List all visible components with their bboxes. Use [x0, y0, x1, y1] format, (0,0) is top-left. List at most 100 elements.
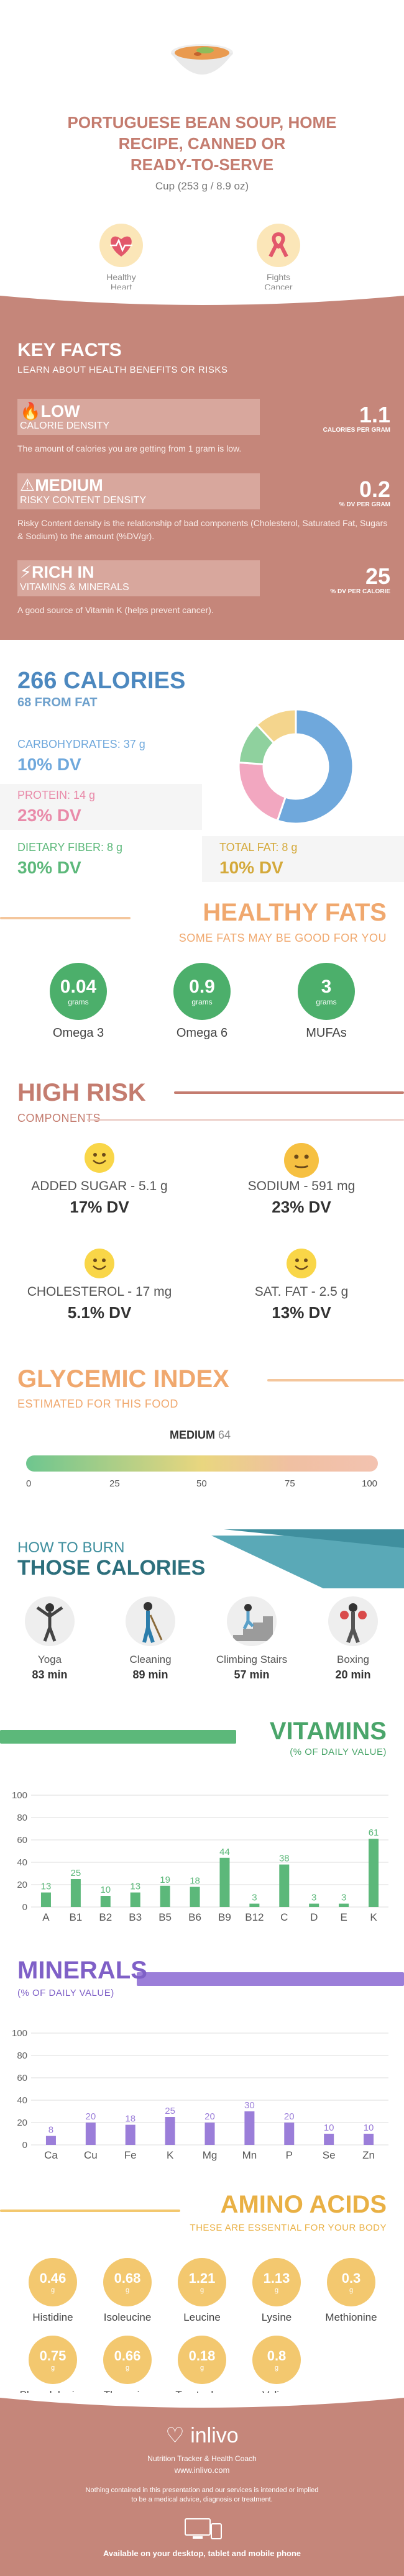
minerals-title: MINERALS [17, 1957, 147, 1984]
awareness-ribbon-icon [257, 224, 300, 267]
divider-line [0, 2210, 180, 2212]
vitamin-category-label: E [340, 1911, 347, 1923]
vitamin-category-label: B12 [245, 1911, 264, 1923]
amino-acid-item: 0.18gTryptophan [168, 2336, 236, 2401]
healthy-fat-name: MUFAs [306, 1026, 347, 1040]
header-section: PORTUGUESE BEAN SOUP, HOME RECIPE, CANNE… [0, 0, 404, 307]
healthy-fat-value: 3 [321, 976, 332, 997]
vitamin-category-label: B3 [129, 1911, 142, 1923]
vitamin-category-label: K [370, 1911, 377, 1923]
activity-name: Boxing [337, 1654, 369, 1665]
amino-name: Lysine [261, 2311, 292, 2323]
healthy-fats-title: HEALTHY FATS [203, 899, 387, 926]
key-fact-unit: CALORIES PER GRAM [323, 427, 390, 434]
calories-subtitle: 68 FROM FAT [17, 696, 98, 709]
amino-subtitle: THESE ARE ESSENTIAL FOR YOUR BODY [190, 2223, 387, 2233]
risk-label: CHOLESTEROL - 17 mg [27, 1285, 172, 1299]
amino-circle: 0.18 g [178, 2336, 226, 2384]
burn-header-shape [211, 1529, 404, 1588]
amino-unit: g [50, 2287, 55, 2294]
warning-icon: ⚠ [20, 476, 35, 494]
amino-circle: 0.3 g [327, 2258, 375, 2306]
mineral-category-label: Se [323, 2149, 336, 2161]
amino-acid-item: 0.46 g Histidine [19, 2258, 87, 2324]
macro-protein: PROTEIN: 14 g 23% DV [0, 784, 202, 830]
macro-dv: 30% DV [17, 858, 81, 877]
vitamin-bar [130, 1892, 140, 1907]
mineral-bar [364, 2134, 374, 2145]
mineral-bar [45, 2136, 56, 2145]
vitamin-bar [100, 1896, 111, 1907]
amino-value: 0.46 [39, 2270, 67, 2286]
glycemic-title: GLYCEMIC INDEX [17, 1365, 229, 1393]
vitamin-value-label: 10 [100, 1885, 111, 1895]
key-fact-label: VITAMINS & MINERALS [20, 582, 129, 593]
footer-disclaimer: to be a medical advice, diagnosis or tre… [131, 2496, 273, 2503]
amino-name: Isoleucine [103, 2311, 152, 2323]
healthy-fat-unit: grams [316, 998, 337, 1006]
donut-slice [276, 708, 354, 825]
amino-unit: g [274, 2287, 279, 2294]
healthy-fat-omega3: 0.04 grams Omega 3 [41, 963, 116, 1040]
title-line: READY-TO-SERVE [130, 155, 274, 174]
mineral-category-label: K [167, 2149, 174, 2161]
cleaning-icon [126, 1596, 175, 1646]
amino-name: Methionine [325, 2311, 377, 2323]
mineral-bar [165, 2117, 175, 2145]
macro-label: PROTEIN: 14 g [17, 789, 96, 801]
footer-url[interactable]: www.inlivo.com [174, 2465, 230, 2475]
mineral-value-label: 10 [364, 2123, 374, 2133]
glycemic-subtitle: ESTIMATED FOR THIS FOOD [17, 1398, 178, 1410]
vitamin-bar [309, 1903, 319, 1907]
vitamin-category-label: B5 [158, 1911, 172, 1923]
mineral-category-label: Ca [44, 2149, 58, 2161]
glycemic-level-text: MEDIUM [170, 1429, 215, 1441]
activity-time: 83 min [32, 1668, 68, 1681]
activity-name: Cleaning [129, 1654, 172, 1665]
risk-label: ADDED SUGAR - 5.1 g [31, 1179, 168, 1193]
minerals-banner [137, 1972, 404, 1986]
vitamin-value-label: 38 [279, 1854, 290, 1864]
y-tick-label: 60 [17, 1835, 27, 1846]
amino-unit: g [349, 2287, 354, 2294]
macro-label: CARBOHYDRATES: 37 g [17, 738, 145, 750]
activity-time: 20 min [335, 1668, 371, 1681]
high-risk-subtitle: COMPONENTS [17, 1112, 101, 1124]
amino-value: 0.3 [341, 2270, 361, 2286]
amino-unit: g [200, 2287, 204, 2294]
key-fact-value: 25 [365, 563, 390, 589]
key-fact-description: A good source of Vitamin K (helps preven… [17, 605, 214, 615]
healthy-fat-unit: grams [68, 998, 89, 1006]
vitamin-category-label: B6 [188, 1911, 201, 1923]
vitamins-banner [0, 1730, 236, 1744]
amino-value: 0.68 [114, 2270, 141, 2286]
amino-circle: 0.8 g [252, 2336, 301, 2384]
y-tick-label: 100 [12, 1790, 27, 1801]
mineral-value-label: 20 [85, 2111, 96, 2122]
burn-title-line1: HOW TO BURN [17, 1539, 125, 1556]
vitamin-bar [249, 1903, 260, 1907]
y-tick-label: 60 [17, 2073, 27, 2083]
activity-name: Yoga [37, 1654, 62, 1665]
key-fact-description: The amount of calories you are getting f… [17, 444, 242, 453]
vitamins-title: VITAMINS [269, 1718, 387, 1745]
mineral-category-label: P [286, 2149, 293, 2161]
y-tick-label: 20 [17, 1880, 27, 1890]
vitamin-category-label: D [310, 1911, 318, 1923]
amino-unit: g [274, 2364, 279, 2372]
glycemic-value: 64 [218, 1429, 231, 1441]
glycemic-scale-bar [26, 1455, 378, 1472]
y-tick-label: 80 [17, 1813, 27, 1823]
healthy-fats-subtitle: SOME FATS MAY BE GOOD FOR YOU [178, 932, 387, 944]
vitamin-bar [219, 1857, 230, 1907]
risk-dv: 13% DV [272, 1303, 331, 1322]
macro-label: TOTAL FAT: 8 g [219, 841, 298, 853]
key-fact-band: 🔥LOW CALORIE DENSITY [17, 399, 260, 435]
divider-line [0, 917, 131, 919]
risk-label: SAT. FAT - 2.5 g [254, 1285, 349, 1299]
amino-circle: 0.75 g [29, 2336, 77, 2384]
mineral-value-label: 20 [284, 2111, 295, 2122]
donut-slice [237, 761, 287, 822]
activity-time: 57 min [234, 1668, 270, 1681]
